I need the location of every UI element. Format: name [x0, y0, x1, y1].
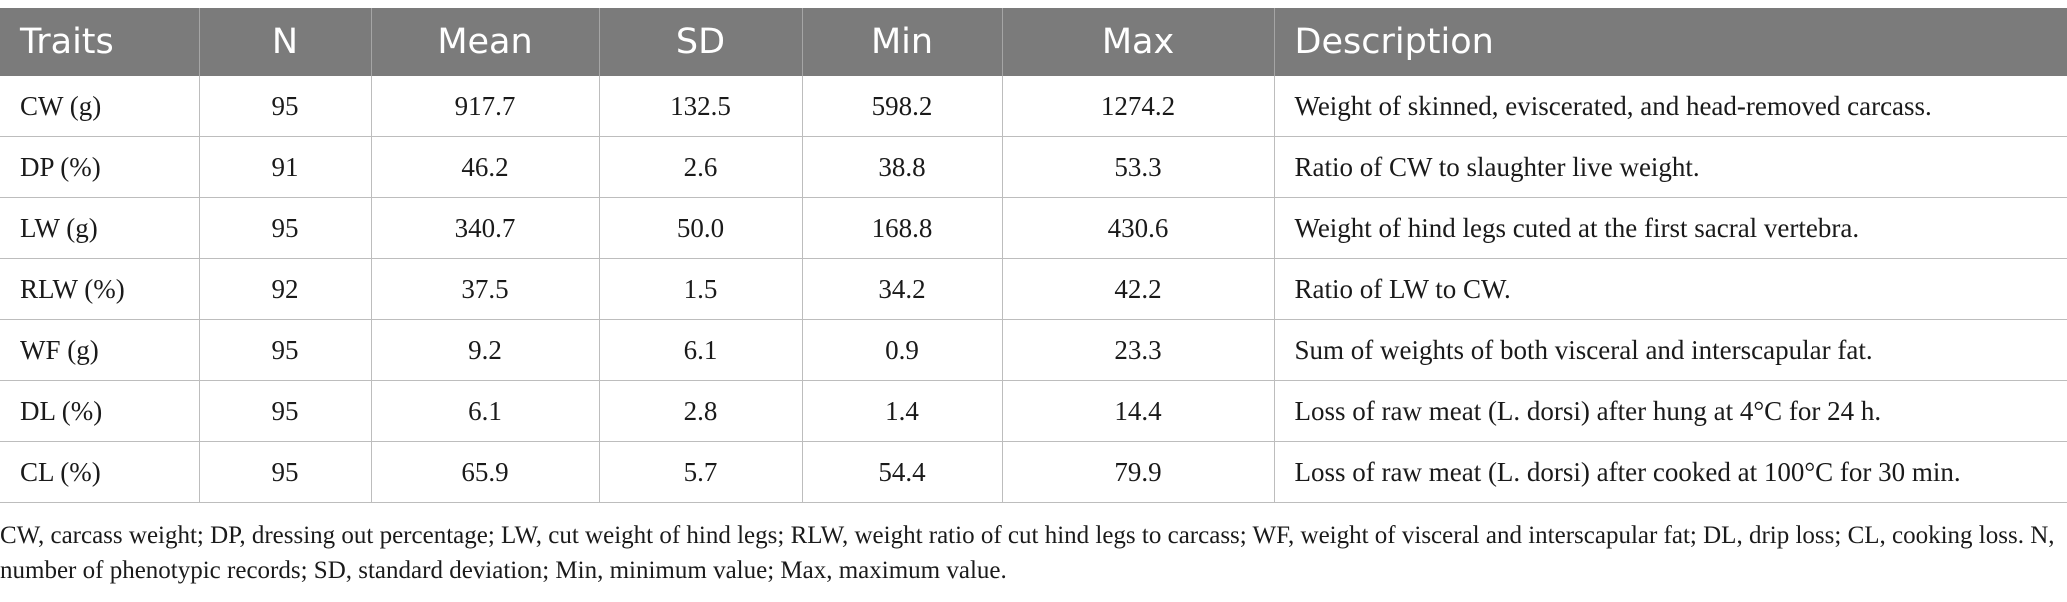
cell-max: 53.3 — [1002, 136, 1275, 198]
table-row: RLW (%) 92 37.5 1.5 34.2 42.2 Ratio of L… — [0, 258, 2067, 320]
traits-table: Traits N Mean SD Min Max Description CW … — [0, 8, 2067, 503]
cell-mean: 6.1 — [371, 380, 600, 442]
cell-n: 95 — [199, 76, 372, 137]
cell-n: 91 — [199, 136, 372, 198]
cell-mean: 46.2 — [371, 136, 600, 198]
cell-sd: 2.8 — [599, 380, 803, 442]
table-row: CW (g) 95 917.7 132.5 598.2 1274.2 Weigh… — [0, 76, 2067, 137]
column-header-max: Max — [1002, 8, 1275, 76]
cell-min: 0.9 — [802, 319, 1003, 381]
column-header-min: Min — [802, 8, 1003, 76]
column-header-sd: SD — [599, 8, 803, 76]
cell-mean: 37.5 — [371, 258, 600, 320]
column-header-traits: Traits — [0, 8, 200, 76]
table-header-row: Traits N Mean SD Min Max Description — [0, 8, 2067, 76]
traits-table-container: Traits N Mean SD Min Max Description CW … — [0, 8, 2067, 503]
cell-sd: 5.7 — [599, 441, 803, 503]
cell-trait: WF (g) — [0, 319, 200, 381]
table-row: DP (%) 91 46.2 2.6 38.8 53.3 Ratio of CW… — [0, 136, 2067, 198]
cell-mean: 340.7 — [371, 197, 600, 259]
cell-trait: DL (%) — [0, 380, 200, 442]
cell-min: 598.2 — [802, 76, 1003, 137]
cell-trait: CL (%) — [0, 441, 200, 503]
column-header-mean: Mean — [371, 8, 600, 76]
cell-max: 79.9 — [1002, 441, 1275, 503]
cell-min: 38.8 — [802, 136, 1003, 198]
cell-min: 1.4 — [802, 380, 1003, 442]
cell-mean: 65.9 — [371, 441, 600, 503]
cell-n: 95 — [199, 441, 372, 503]
cell-description: Weight of hind legs cuted at the first s… — [1274, 197, 2067, 259]
cell-description: Loss of raw meat (L. dorsi) after hung a… — [1274, 380, 2067, 442]
cell-min: 54.4 — [802, 441, 1003, 503]
cell-description: Sum of weights of both visceral and inte… — [1274, 319, 2067, 381]
cell-sd: 6.1 — [599, 319, 803, 381]
cell-description: Ratio of LW to CW. — [1274, 258, 2067, 320]
table-row: LW (g) 95 340.7 50.0 168.8 430.6 Weight … — [0, 197, 2067, 259]
cell-trait: LW (g) — [0, 197, 200, 259]
cell-n: 95 — [199, 380, 372, 442]
cell-mean: 9.2 — [371, 319, 600, 381]
cell-trait: CW (g) — [0, 76, 200, 137]
table-row: CL (%) 95 65.9 5.7 54.4 79.9 Loss of raw… — [0, 441, 2067, 503]
cell-max: 1274.2 — [1002, 76, 1275, 137]
cell-description: Ratio of CW to slaughter live weight. — [1274, 136, 2067, 198]
cell-sd: 1.5 — [599, 258, 803, 320]
column-header-description: Description — [1274, 8, 2067, 76]
cell-mean: 917.7 — [371, 76, 600, 137]
cell-max: 430.6 — [1002, 197, 1275, 259]
cell-n: 95 — [199, 197, 372, 259]
cell-trait: RLW (%) — [0, 258, 200, 320]
cell-sd: 50.0 — [599, 197, 803, 259]
column-header-n: N — [199, 8, 372, 76]
cell-trait: DP (%) — [0, 136, 200, 198]
cell-max: 14.4 — [1002, 380, 1275, 442]
table-row: WF (g) 95 9.2 6.1 0.9 23.3 Sum of weight… — [0, 319, 2067, 381]
table-row: DL (%) 95 6.1 2.8 1.4 14.4 Loss of raw m… — [0, 380, 2067, 442]
cell-sd: 132.5 — [599, 76, 803, 137]
cell-sd: 2.6 — [599, 136, 803, 198]
cell-description: Weight of skinned, eviscerated, and head… — [1274, 76, 2067, 137]
cell-min: 168.8 — [802, 197, 1003, 259]
cell-min: 34.2 — [802, 258, 1003, 320]
table-footnote: CW, carcass weight; DP, dressing out per… — [0, 522, 2055, 584]
cell-max: 23.3 — [1002, 319, 1275, 381]
cell-max: 42.2 — [1002, 258, 1275, 320]
cell-n: 92 — [199, 258, 372, 320]
cell-n: 95 — [199, 319, 372, 381]
cell-description: Loss of raw meat (L. dorsi) after cooked… — [1274, 441, 2067, 503]
